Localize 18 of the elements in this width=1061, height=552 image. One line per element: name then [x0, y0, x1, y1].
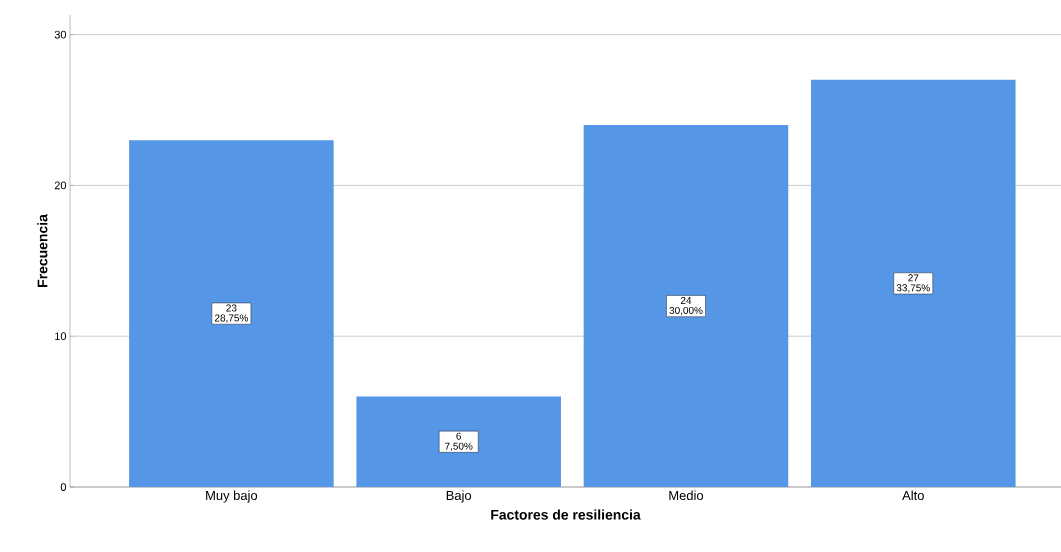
x-tick-label: Muy bajo — [206, 490, 258, 503]
bar — [583, 125, 789, 487]
data-label: 24 30,00% — [669, 296, 703, 316]
x-tick-label: Medio — [669, 490, 704, 501]
data-label: 27 33,75% — [896, 274, 930, 293]
bar — [810, 79, 1016, 487]
data-label: 6 7,50% — [445, 432, 473, 451]
x-tick-label: Alto — [902, 490, 924, 501]
y-tick-label: 30 — [54, 30, 67, 39]
bar — [356, 396, 561, 487]
y-tick-label: 0 — [60, 483, 67, 491]
y-axis-title: Frecuencia — [37, 214, 48, 287]
data-label: 23 28,75% — [214, 304, 248, 323]
y-tick-label: 20 — [54, 181, 67, 190]
bar — [129, 140, 334, 487]
x-tick-label: Bajo — [446, 490, 472, 503]
x-axis-title: Factores de resiliencia — [491, 509, 641, 520]
y-tick-label: 10 — [55, 332, 67, 341]
